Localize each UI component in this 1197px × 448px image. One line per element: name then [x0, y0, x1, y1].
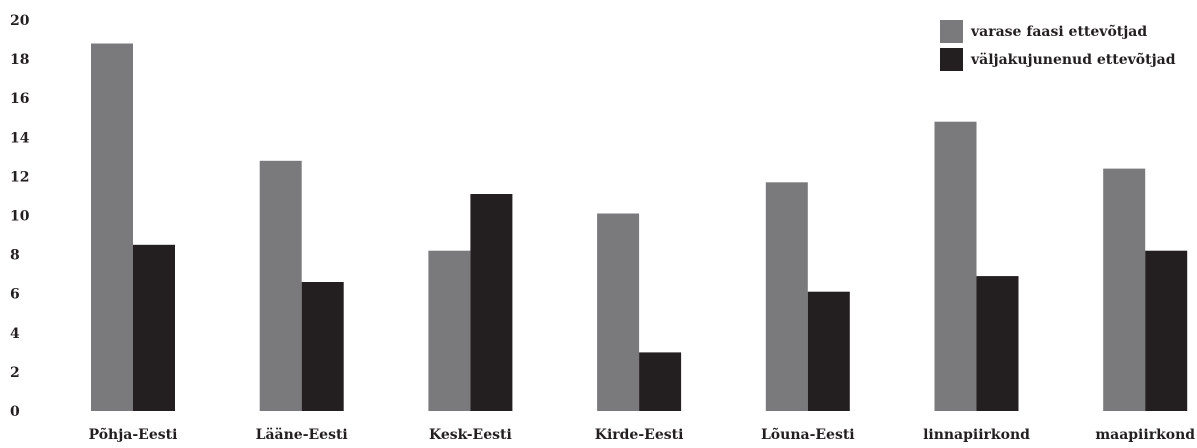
legend-label: varase faasi ettevõtjad	[970, 23, 1147, 40]
bar-established-2	[470, 194, 513, 411]
bar-early-stage-3	[597, 213, 640, 411]
y-tick-label: 12	[10, 169, 29, 185]
x-tick-label: maapiirkond	[1095, 427, 1195, 443]
bars	[91, 43, 1188, 411]
y-tick-label: 4	[10, 326, 20, 342]
x-tick-label: Lääne-Eesti	[256, 427, 348, 443]
bar-established-1	[301, 282, 344, 411]
x-tick-label: Põhja-Eesti	[89, 426, 178, 443]
y-tick-label: 10	[10, 209, 30, 225]
x-tick-label: Kirde-Eesti	[595, 427, 684, 443]
bar-established-0	[133, 244, 175, 411]
bar-early-stage-2	[428, 250, 471, 411]
bar-early-stage-4	[765, 182, 808, 411]
x-tick-label: Lõuna-Eesti	[761, 426, 855, 443]
y-tick-label: 8	[10, 248, 20, 264]
y-tick-label: 0	[10, 404, 20, 420]
bar-established-3	[639, 352, 682, 411]
bar-early-stage-5	[934, 121, 977, 411]
y-tick-label: 18	[10, 52, 29, 68]
bar-early-stage-6	[1103, 168, 1146, 411]
bar-established-4	[807, 291, 850, 411]
bar-early-stage-0	[91, 43, 133, 411]
legend-label: väljakujunenud ettevõtjad	[970, 51, 1176, 68]
y-tick-label: 16	[10, 91, 29, 107]
legend-swatch	[940, 20, 963, 43]
y-tick-label: 6	[10, 287, 20, 303]
y-tick-label: 20	[10, 13, 30, 29]
y-tick-label: 14	[10, 130, 30, 146]
y-tick-label: 2	[10, 365, 20, 381]
bar-established-5	[976, 276, 1019, 411]
x-tick-label: Kesk-Eesti	[429, 427, 512, 443]
bar-established-6	[1145, 250, 1188, 411]
legend-swatch	[940, 48, 963, 71]
x-axis: Põhja-Eesti Lääne-Eesti Kesk-Eesti Kirde-Ee…	[89, 426, 1196, 443]
y-axis: 0 2 4 6 8 10 12 14 16 18 20	[10, 13, 30, 420]
bar-early-stage-1	[259, 160, 302, 411]
x-tick-label: linnapiirkond	[923, 427, 1030, 443]
legend: varase faasi ettevõtjad väljakujunenud et…	[940, 20, 1176, 71]
